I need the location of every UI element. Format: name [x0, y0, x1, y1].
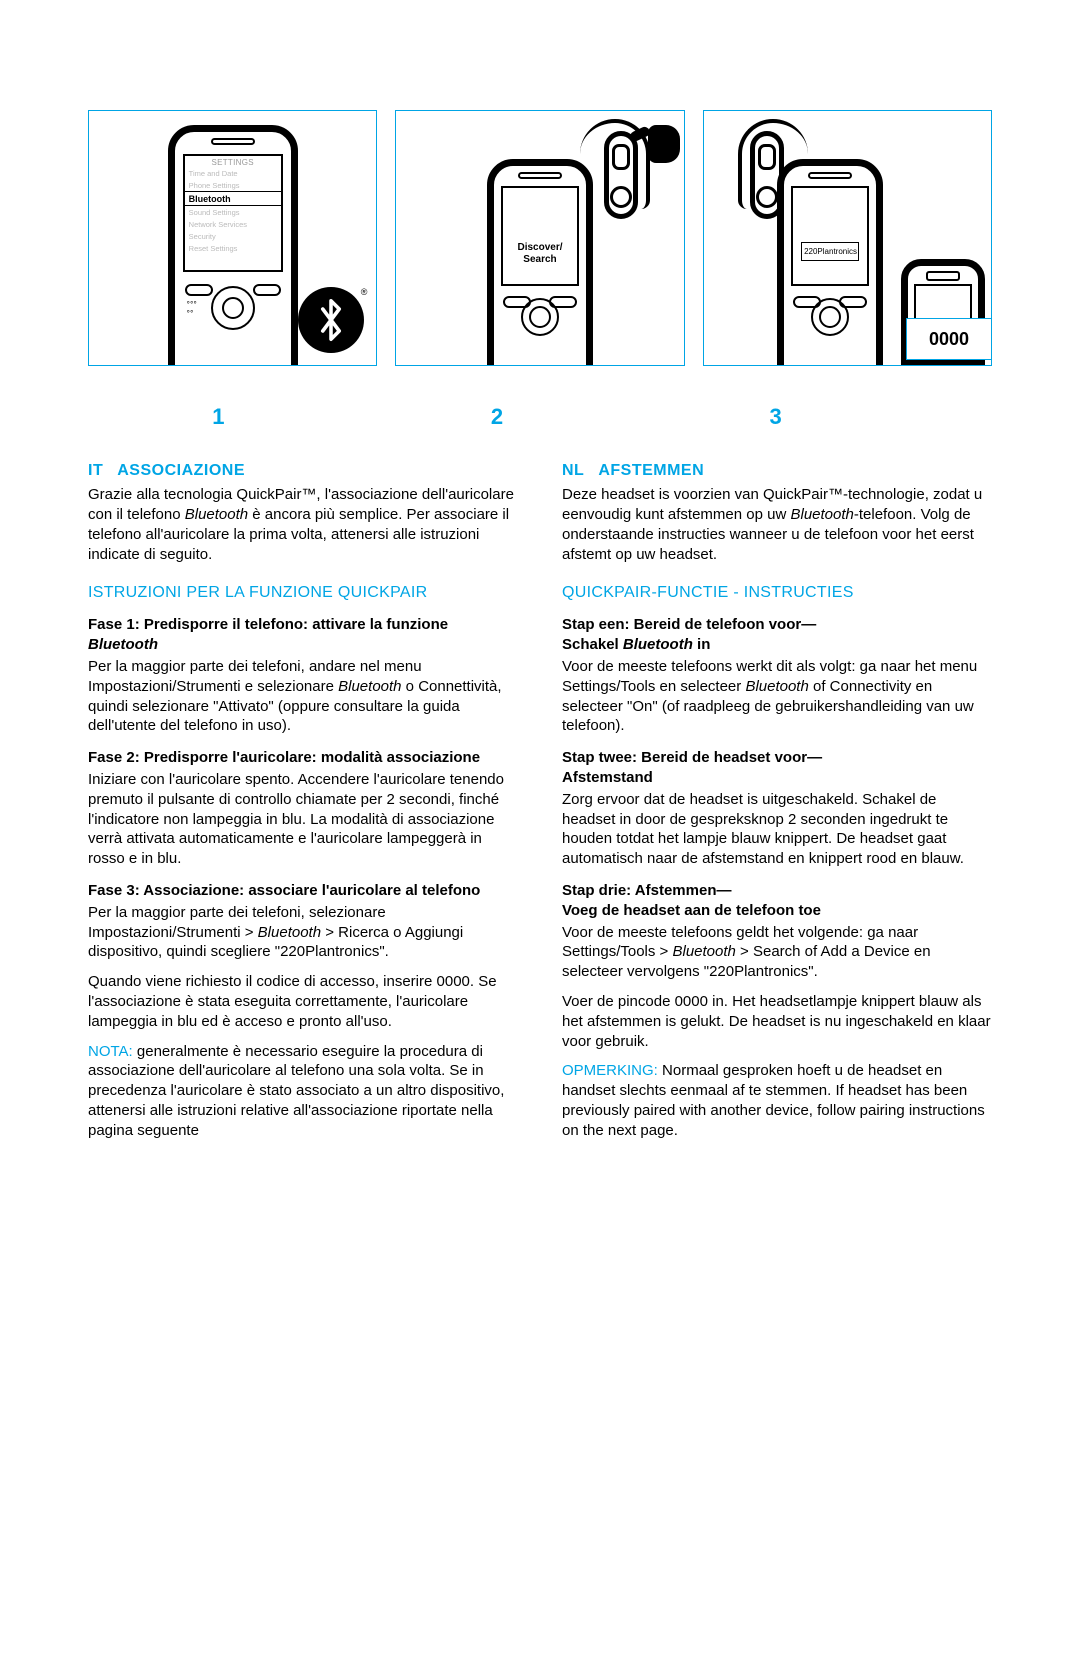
- step-number-2: 2: [367, 404, 628, 430]
- intro-text: Grazie alla tecnologia QuickPair™, l'ass…: [88, 485, 518, 564]
- phone-illustration: Discover/Search: [487, 159, 593, 366]
- lang-heading-it: IT ASSOCIAZIONE: [88, 460, 518, 481]
- diagram-row: SETTINGS Time and DatePhone SettingsBlue…: [88, 110, 992, 366]
- step2-body: Iniziare con l'auricolare spento. Accend…: [88, 770, 518, 869]
- step-number-1: 1: [88, 404, 349, 430]
- pin-code-box: 0000: [906, 318, 992, 360]
- step1-body: Per la maggior parte dei telefoni, andar…: [88, 657, 518, 736]
- lang-heading-nl: NL AFSTEMMEN: [562, 460, 992, 481]
- note-body: generalmente è necessario eseguire la pr…: [88, 1043, 504, 1139]
- note-label: OPMERKING:: [562, 1062, 658, 1079]
- step1-title: Stap een: Bereid de telefoon voor—Schake…: [562, 615, 992, 655]
- step-number-3: 3: [645, 404, 992, 430]
- step3-title: Fase 3: Associazione: associare l'aurico…: [88, 881, 518, 901]
- note: NOTA: generalmente è necessario eseguire…: [88, 1042, 518, 1141]
- step3-body1: Per la maggior parte dei telefoni, selez…: [88, 903, 518, 962]
- registered-mark: ®: [361, 287, 368, 297]
- lang-title: AFSTEMMEN: [598, 460, 704, 481]
- column-it: IT ASSOCIAZIONE Grazie alla tecnologia Q…: [88, 460, 518, 1151]
- note-label: NOTA:: [88, 1043, 133, 1060]
- step3-body2: Quando viene richiesto il codice di acce…: [88, 972, 518, 1031]
- intro-text: Deze headset is voorzien van QuickPair™-…: [562, 485, 992, 564]
- step1-body: Voor de meeste telefoons werkt dit als v…: [562, 657, 992, 736]
- subheading: QUICKPAIR-FUNCTIE - INSTRUCTIES: [562, 582, 992, 603]
- phone-illustration: 220Plantronics: [777, 159, 883, 366]
- diagram-panel-2: Discover/Search: [395, 110, 684, 366]
- step1-title: Fase 1: Predisporre il telefono: attivar…: [88, 615, 518, 655]
- step3-body1: Voor de meeste telefoons geldt het volge…: [562, 923, 992, 982]
- phone-screen-text: Discover/Search: [503, 188, 577, 265]
- note: OPMERKING: Normaal gesproken hoeft u de …: [562, 1061, 992, 1140]
- hand-icon: [636, 125, 680, 175]
- phone-screen-title: SETTINGS: [185, 156, 281, 167]
- phone-screen-text: 220Plantronics: [801, 242, 859, 261]
- lang-code: NL: [562, 460, 584, 481]
- step-numbers: 1 2 3: [88, 404, 992, 430]
- step2-title: Stap twee: Bereid de headset voor—Afstem…: [562, 748, 992, 788]
- step2-title: Fase 2: Predisporre l'auricolare: modali…: [88, 748, 518, 768]
- column-nl: NL AFSTEMMEN Deze headset is voorzien va…: [562, 460, 992, 1151]
- step3-title: Stap drie: Afstemmen—Voeg de headset aan…: [562, 881, 992, 921]
- phone-illustration: SETTINGS Time and DatePhone SettingsBlue…: [168, 125, 298, 366]
- lang-title: ASSOCIAZIONE: [117, 460, 245, 481]
- subheading: ISTRUZIONI PER LA FUNZIONE QUICKPAIR: [88, 582, 518, 603]
- step3-body2: Voer de pincode 0000 in. Het headsetlamp…: [562, 992, 992, 1051]
- lang-code: IT: [88, 460, 103, 481]
- diagram-panel-1: SETTINGS Time and DatePhone SettingsBlue…: [88, 110, 377, 366]
- bluetooth-icon: [298, 287, 364, 353]
- step2-body: Zorg ervoor dat de headset is uitgeschak…: [562, 790, 992, 869]
